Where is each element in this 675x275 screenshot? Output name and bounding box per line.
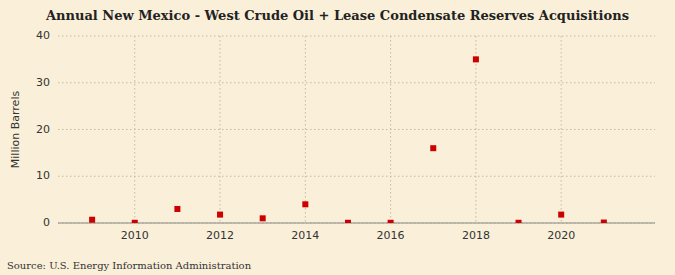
x-tick-label: 2010 bbox=[121, 229, 149, 242]
y-grid-line bbox=[58, 82, 655, 83]
grid bbox=[58, 36, 655, 223]
source-note: Source: U.S. Energy Information Administ… bbox=[7, 260, 252, 271]
y-grid-line bbox=[58, 223, 655, 224]
points bbox=[89, 56, 607, 223]
point bbox=[260, 215, 266, 221]
x-grid-line bbox=[475, 36, 476, 223]
point bbox=[217, 212, 223, 218]
x-grid-line bbox=[561, 36, 562, 223]
point bbox=[302, 201, 308, 207]
background bbox=[0, 0, 675, 275]
y-grid-line bbox=[58, 176, 655, 177]
point bbox=[558, 212, 564, 218]
title: Annual New Mexico - West Crude Oil + Lea… bbox=[45, 8, 629, 23]
point bbox=[601, 220, 607, 223]
x-grid-line bbox=[220, 36, 221, 223]
x-grid-line bbox=[390, 36, 391, 223]
y-tick-label: 10 bbox=[36, 169, 50, 182]
y-tick-label: 30 bbox=[36, 76, 50, 89]
point bbox=[174, 206, 180, 212]
y-grid-line bbox=[58, 129, 655, 130]
x-grid-line bbox=[305, 36, 306, 223]
y-tick-label: 0 bbox=[43, 216, 50, 229]
x-tick-label: 2020 bbox=[547, 229, 575, 242]
y-tick-label: 20 bbox=[36, 123, 50, 136]
x-tick-label: 2014 bbox=[291, 229, 319, 242]
y-tick-label: 40 bbox=[36, 29, 50, 42]
y-axis-label: Million Barrels bbox=[9, 91, 22, 169]
y-grid-line bbox=[58, 36, 655, 37]
point bbox=[430, 145, 436, 151]
x-axis-line bbox=[58, 223, 655, 224]
chart: 0 10 20 30 40 2010 2012 2014 2016 2018 2020 Million… bbox=[0, 0, 675, 275]
point bbox=[516, 220, 522, 223]
point bbox=[388, 220, 394, 223]
point bbox=[89, 217, 95, 223]
x-tick-label: 2018 bbox=[462, 229, 490, 242]
point bbox=[345, 220, 351, 223]
x-tick-label: 2012 bbox=[206, 229, 234, 242]
x-tick-label: 2016 bbox=[377, 229, 405, 242]
point bbox=[132, 220, 138, 223]
x-grid-line bbox=[134, 36, 135, 223]
point bbox=[473, 56, 479, 62]
